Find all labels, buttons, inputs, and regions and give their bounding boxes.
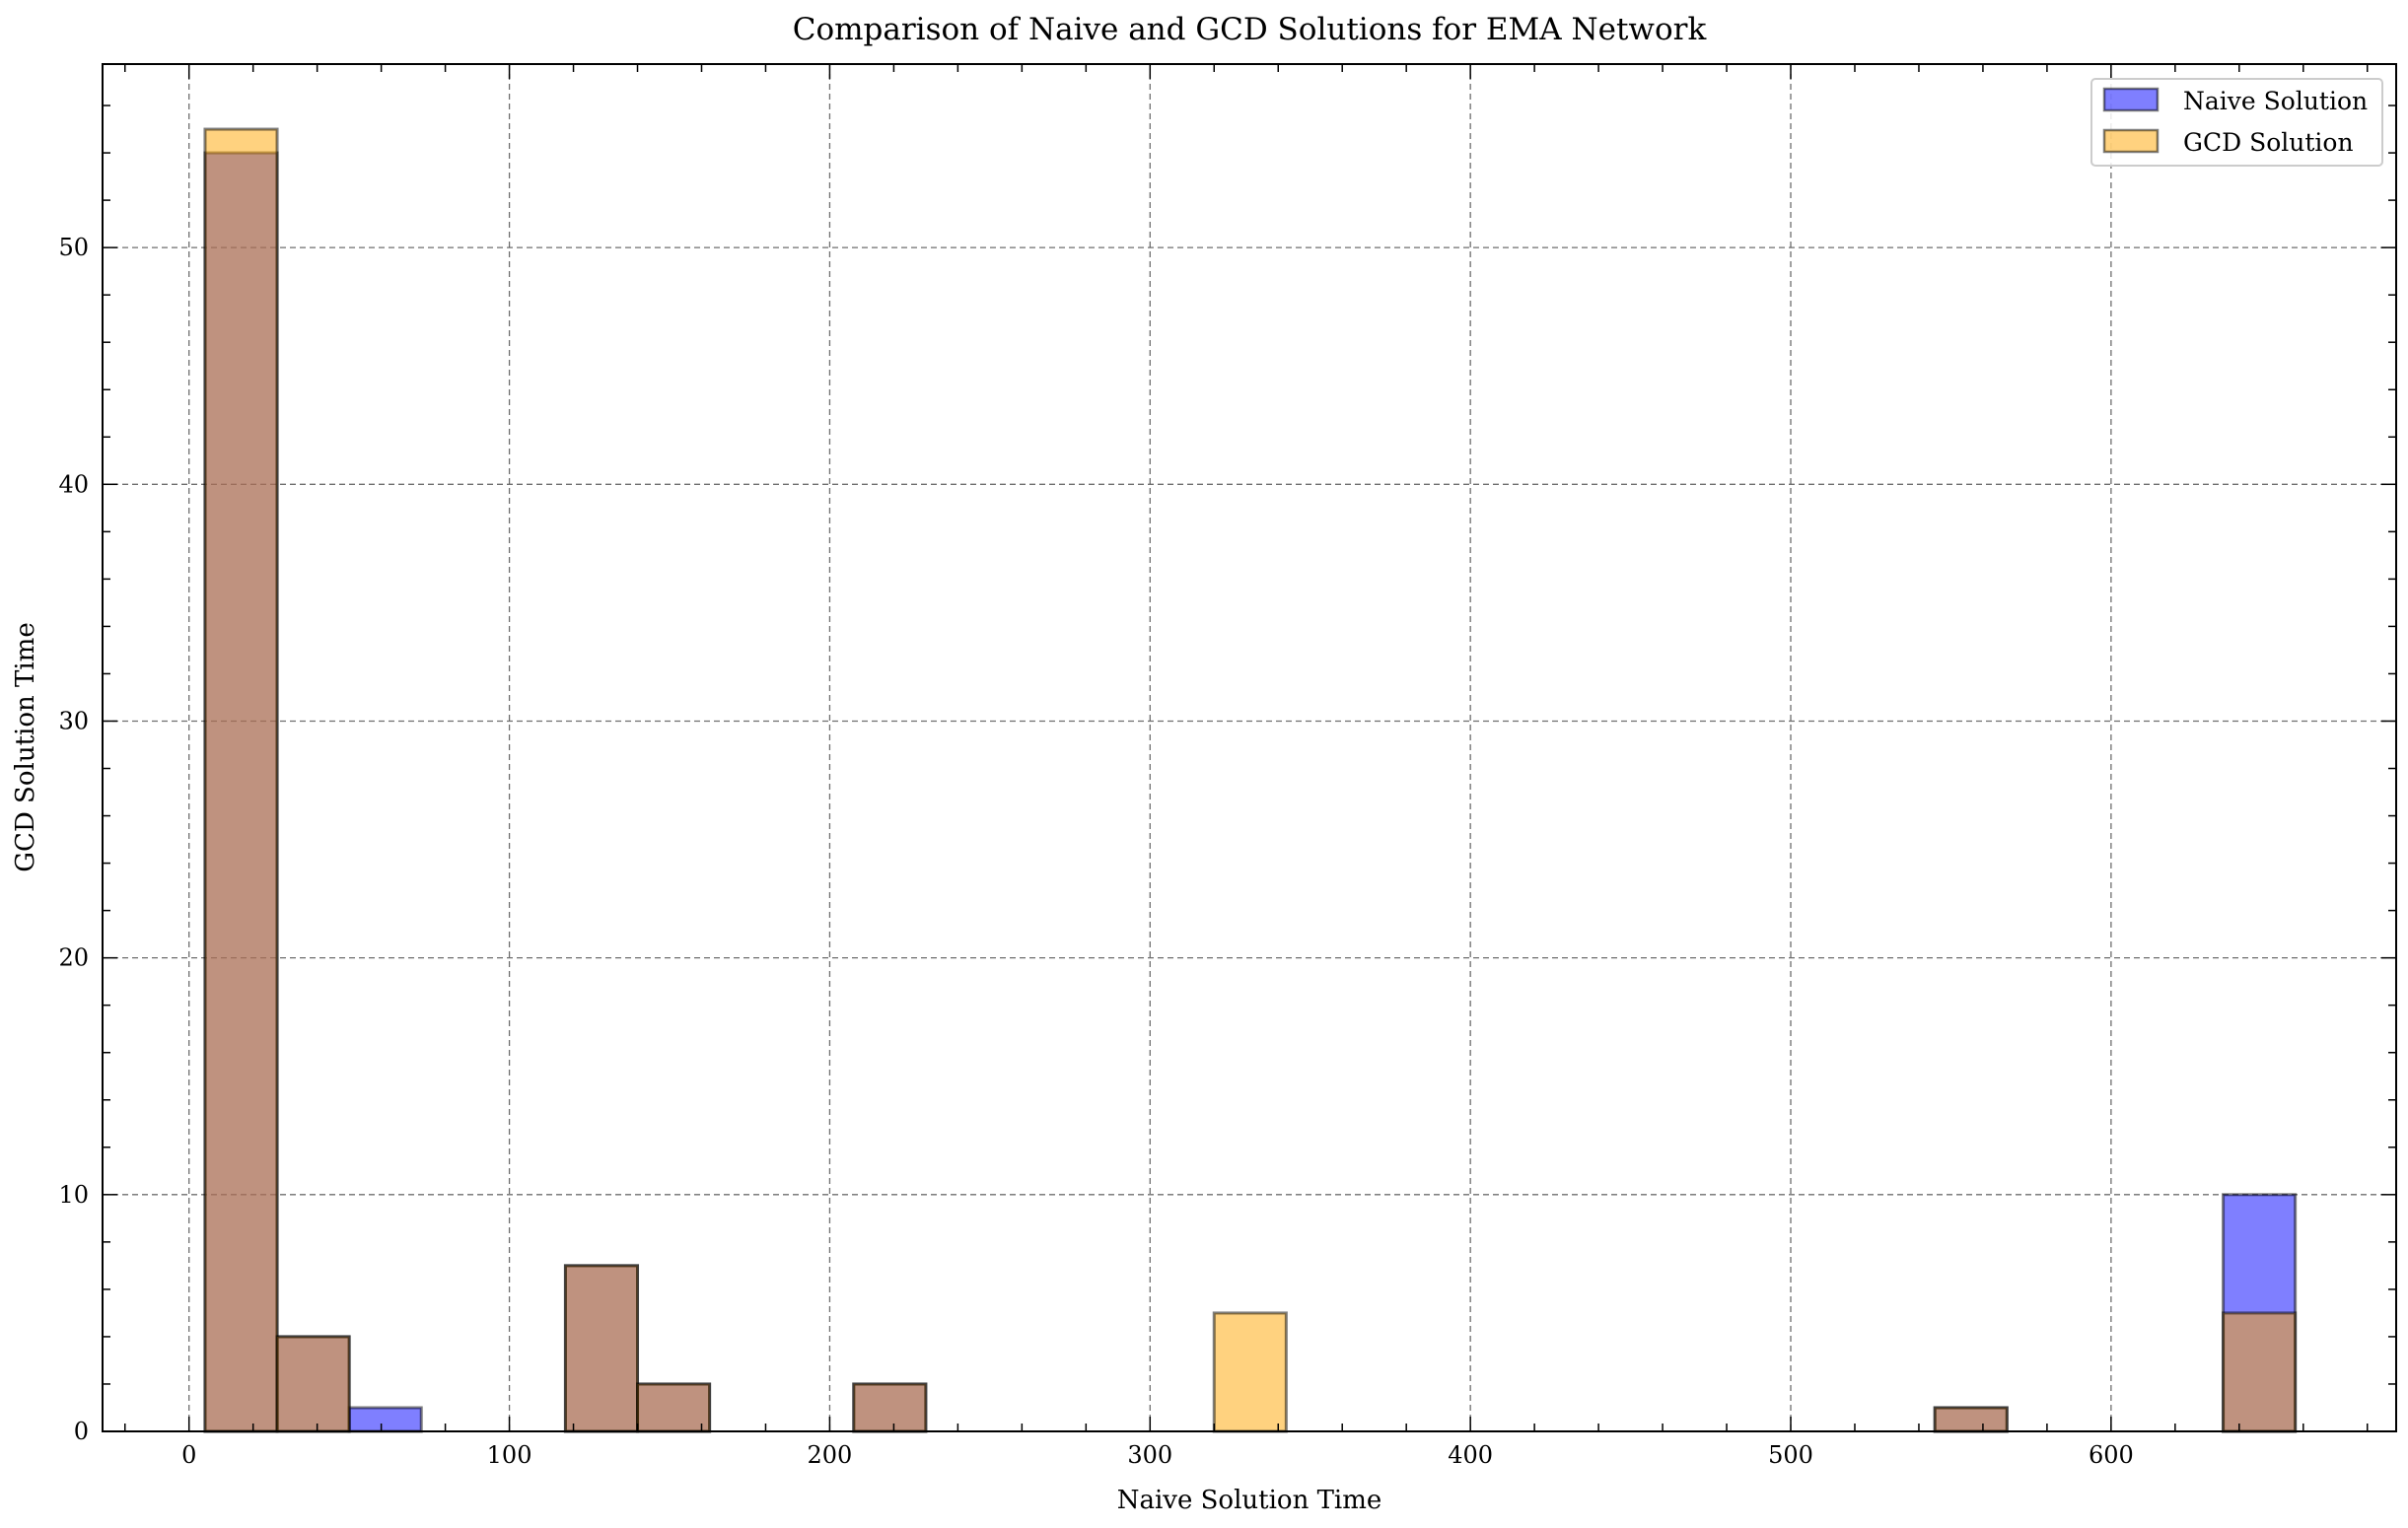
x-tick-label: 200 — [808, 1441, 853, 1469]
gcd-bar — [2222, 1311, 2298, 1433]
gcd-bar — [1212, 1311, 1288, 1433]
x-tick-label: 400 — [1448, 1441, 1493, 1469]
legend-box — [2090, 78, 2383, 167]
gcd-bar — [852, 1382, 928, 1433]
x-tick-label: 100 — [487, 1441, 532, 1469]
gcd-bar — [203, 127, 279, 1433]
x-tick-label: 300 — [1127, 1441, 1172, 1469]
gcd-bar — [563, 1264, 640, 1433]
y-tick-label: 30 — [58, 707, 89, 734]
tick-labels-layer: 0 100 200 300 400 500 600 0 10 20 30 40 50 — [58, 234, 2133, 1469]
y-tick-label: 40 — [58, 470, 89, 498]
plot-frame — [102, 63, 2397, 1432]
gcd-bar — [636, 1382, 712, 1433]
legend-swatch-gcd — [2102, 128, 2160, 154]
x-tick-label: 500 — [1768, 1441, 1813, 1469]
bars-layer — [203, 127, 2298, 1433]
x-tick-label: 600 — [2089, 1441, 2134, 1469]
grid-layer — [103, 64, 2396, 1432]
x-axis-title: Naive Solution Time — [1117, 1486, 1382, 1515]
gcd-bar — [275, 1335, 351, 1433]
legend-label-naive: Naive Solution — [2183, 87, 2368, 115]
y-tick-label: 0 — [74, 1418, 89, 1445]
naive-bar — [347, 1406, 423, 1433]
y-tick-label: 20 — [58, 944, 89, 972]
ticks-layer — [103, 64, 2396, 1432]
x-tick-label: 0 — [181, 1441, 196, 1469]
y-tick-label: 10 — [58, 1181, 89, 1209]
legend: Naive Solution GCD Solution — [2090, 78, 2383, 167]
y-tick-label: 50 — [58, 234, 89, 261]
chart-title: Comparison of Naive and GCD Solutions fo… — [793, 12, 1707, 47]
legend-swatch-naive — [2102, 87, 2160, 112]
y-axis-title: GCD Solution Time — [11, 622, 40, 871]
gcd-bar — [1933, 1406, 2009, 1433]
legend-label-gcd: GCD Solution — [2183, 128, 2354, 157]
